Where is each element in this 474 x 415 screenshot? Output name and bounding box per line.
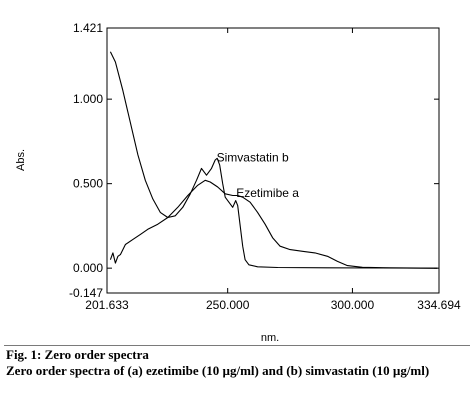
series-annotation: Ezetimibe a xyxy=(236,186,299,200)
series-line-simvastatin xyxy=(109,51,438,269)
caption-divider xyxy=(4,345,470,346)
plot-frame xyxy=(106,27,440,294)
y-tick-label: 1.421 xyxy=(73,21,103,35)
y-tick-label: 0.500 xyxy=(73,177,103,191)
y-axis: 1.421 1.000 0.500 0.000 -0.147 xyxy=(69,21,439,300)
x-axis-label: nm. xyxy=(261,332,279,344)
spectrum-chart: 1.421 1.000 0.500 0.000 -0.147 201.633 250.00… xyxy=(15,21,461,344)
x-tick-label: 250.000 xyxy=(206,298,250,312)
series-annotation: Simvastatin b xyxy=(217,151,289,165)
y-tick-label: 1.000 xyxy=(73,92,103,106)
figure-caption-text: Zero order spectra of (a) ezetimibe (10 … xyxy=(6,363,430,378)
figure-caption-title: Fig. 1: Zero order spectra xyxy=(6,347,149,362)
y-tick-label: -0.147 xyxy=(69,286,103,300)
x-axis: 201.633 250.000 300.000 334.694 xyxy=(85,28,461,312)
series-group xyxy=(109,51,438,269)
y-tick-label: 0.000 xyxy=(73,261,103,275)
annotation-group: Simvastatin b Ezetimibe a xyxy=(217,151,300,200)
x-tick-label: 300.000 xyxy=(331,298,375,312)
x-tick-label: 201.633 xyxy=(85,298,129,312)
y-axis-label: Abs. xyxy=(15,149,27,171)
x-tick-label: 334.694 xyxy=(417,298,461,312)
series-line-ezetimibe xyxy=(109,179,438,269)
